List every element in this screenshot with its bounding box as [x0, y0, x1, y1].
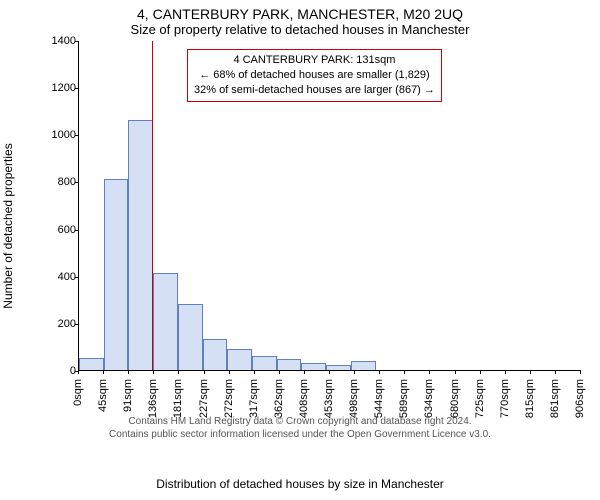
x-tick-mark	[530, 370, 531, 374]
x-tick-label: 815sqm	[524, 379, 536, 418]
x-tick-mark	[204, 370, 205, 374]
annotation-line1: 4 CANTERBURY PARK: 131sqm	[194, 53, 435, 68]
y-tick-mark	[75, 135, 79, 136]
x-tick-mark	[555, 370, 556, 374]
x-tick-label: 227sqm	[198, 379, 210, 418]
x-tick-mark	[429, 370, 430, 374]
y-tick-mark	[75, 277, 79, 278]
x-tick-label: 136sqm	[147, 379, 159, 418]
y-tick-mark	[75, 230, 79, 231]
y-tick-mark	[75, 41, 79, 42]
y-tick-label: 400	[42, 271, 76, 283]
y-tick-label: 1200	[42, 82, 76, 94]
y-tick-mark	[75, 88, 79, 89]
footer: Contains HM Land Registry data © Crown c…	[0, 415, 600, 441]
bar	[277, 359, 302, 370]
x-tick-mark	[103, 370, 104, 374]
x-tick-mark	[304, 370, 305, 374]
bar	[153, 273, 178, 370]
x-tick-label: 589sqm	[398, 379, 410, 418]
x-tick-label: 906sqm	[574, 379, 586, 418]
bar	[104, 179, 129, 370]
y-tick-mark	[75, 182, 79, 183]
bar	[178, 304, 203, 370]
x-tick-mark	[78, 370, 79, 374]
chart-title: Size of property relative to detached ho…	[0, 22, 600, 41]
y-axis-label: Number of detached properties	[1, 143, 15, 308]
x-tick-label: 362sqm	[273, 379, 285, 418]
bar	[79, 358, 104, 370]
x-tick-mark	[254, 370, 255, 374]
x-tick-mark	[153, 370, 154, 374]
x-tick-mark	[580, 370, 581, 374]
y-tick-label: 800	[42, 176, 76, 188]
x-tick-mark	[379, 370, 380, 374]
x-tick-mark	[229, 370, 230, 374]
y-tick-label: 1000	[42, 129, 76, 141]
x-tick-mark	[354, 370, 355, 374]
annotation-line2: ← 68% of detached houses are smaller (1,…	[194, 68, 435, 83]
x-tick-label: 680sqm	[449, 379, 461, 418]
plot-area: 4 CANTERBURY PARK: 131sqm ← 68% of detac…	[78, 41, 580, 371]
annotation-box: 4 CANTERBURY PARK: 131sqm ← 68% of detac…	[187, 49, 442, 102]
x-tick-label: 544sqm	[373, 379, 385, 418]
y-tick-label: 1400	[42, 35, 76, 47]
x-tick-label: 317sqm	[248, 379, 260, 418]
x-tick-label: 408sqm	[298, 379, 310, 418]
y-tick-label: 200	[42, 318, 76, 330]
x-tick-mark	[505, 370, 506, 374]
bar	[351, 361, 376, 370]
x-tick-label: 453sqm	[323, 379, 335, 418]
bar	[301, 363, 326, 370]
x-axis-label: Distribution of detached houses by size …	[20, 477, 580, 491]
annotation-line3: 32% of semi-detached houses are larger (…	[194, 83, 435, 98]
super-title: 4, CANTERBURY PARK, MANCHESTER, M20 2UQ	[0, 0, 600, 22]
x-tick-mark	[279, 370, 280, 374]
x-axis: 0sqm45sqm91sqm136sqm181sqm227sqm272sqm31…	[78, 371, 580, 391]
footer-line2: Contains public sector information licen…	[0, 428, 600, 441]
x-tick-label: 91sqm	[122, 379, 134, 412]
bar	[252, 356, 277, 370]
x-tick-mark	[329, 370, 330, 374]
bar	[227, 349, 252, 370]
x-tick-label: 272sqm	[223, 379, 235, 418]
x-tick-label: 45sqm	[97, 379, 109, 412]
x-tick-label: 725sqm	[474, 379, 486, 418]
y-tick-label: 600	[42, 224, 76, 236]
y-axis: 0200400600800100012001400	[42, 41, 78, 371]
x-tick-label: 181sqm	[172, 379, 184, 418]
x-tick-mark	[404, 370, 405, 374]
x-tick-mark	[178, 370, 179, 374]
bar	[203, 339, 228, 370]
x-tick-mark	[455, 370, 456, 374]
x-tick-label: 498sqm	[348, 379, 360, 418]
marker-line	[152, 41, 153, 370]
y-tick-mark	[75, 324, 79, 325]
x-tick-mark	[128, 370, 129, 374]
y-tick-label: 0	[42, 365, 76, 377]
x-tick-label: 634sqm	[423, 379, 435, 418]
x-tick-label: 0sqm	[72, 379, 84, 406]
x-tick-label: 770sqm	[499, 379, 511, 418]
x-tick-label: 861sqm	[549, 379, 561, 418]
bar	[128, 120, 153, 370]
x-tick-mark	[480, 370, 481, 374]
chart-area: Number of detached properties 0200400600…	[20, 41, 580, 411]
